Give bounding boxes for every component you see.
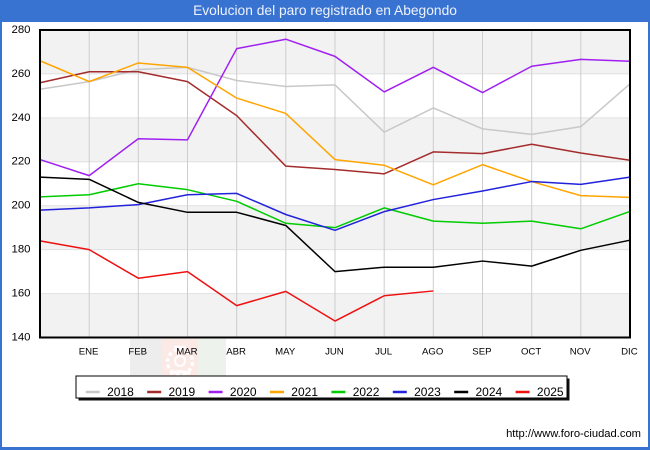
- svg-text:260: 260: [11, 68, 30, 80]
- svg-text:OCT: OCT: [521, 347, 541, 358]
- svg-text:ABR: ABR: [226, 347, 246, 358]
- svg-text:220: 220: [11, 156, 30, 168]
- svg-text:AGO: AGO: [422, 347, 443, 358]
- svg-text:MAY: MAY: [275, 347, 296, 358]
- svg-text:2025: 2025: [537, 385, 564, 399]
- svg-text:140: 140: [11, 331, 30, 343]
- svg-text:JUN: JUN: [325, 347, 344, 358]
- svg-text:2024: 2024: [476, 385, 503, 399]
- svg-text:NOV: NOV: [570, 347, 591, 358]
- svg-text:2019: 2019: [169, 385, 196, 399]
- svg-text:JUL: JUL: [375, 347, 393, 358]
- svg-text:FEB: FEB: [128, 347, 147, 358]
- svg-text:200: 200: [11, 200, 30, 212]
- svg-text:ENE: ENE: [79, 347, 99, 358]
- svg-text:280: 280: [11, 24, 30, 36]
- svg-text:180: 180: [11, 244, 30, 256]
- svg-text:160: 160: [11, 288, 30, 300]
- svg-text:http://www.foro-ciudad.com: http://www.foro-ciudad.com: [506, 428, 641, 440]
- svg-text:240: 240: [11, 112, 30, 124]
- svg-text:2022: 2022: [353, 385, 380, 399]
- svg-text:2021: 2021: [291, 385, 318, 399]
- svg-text:DIC: DIC: [621, 347, 638, 358]
- svg-text:2018: 2018: [107, 385, 134, 399]
- svg-text:MAR: MAR: [176, 347, 197, 358]
- svg-text:2023: 2023: [414, 385, 441, 399]
- svg-text:2020: 2020: [230, 385, 257, 399]
- svg-text:SEP: SEP: [472, 347, 491, 358]
